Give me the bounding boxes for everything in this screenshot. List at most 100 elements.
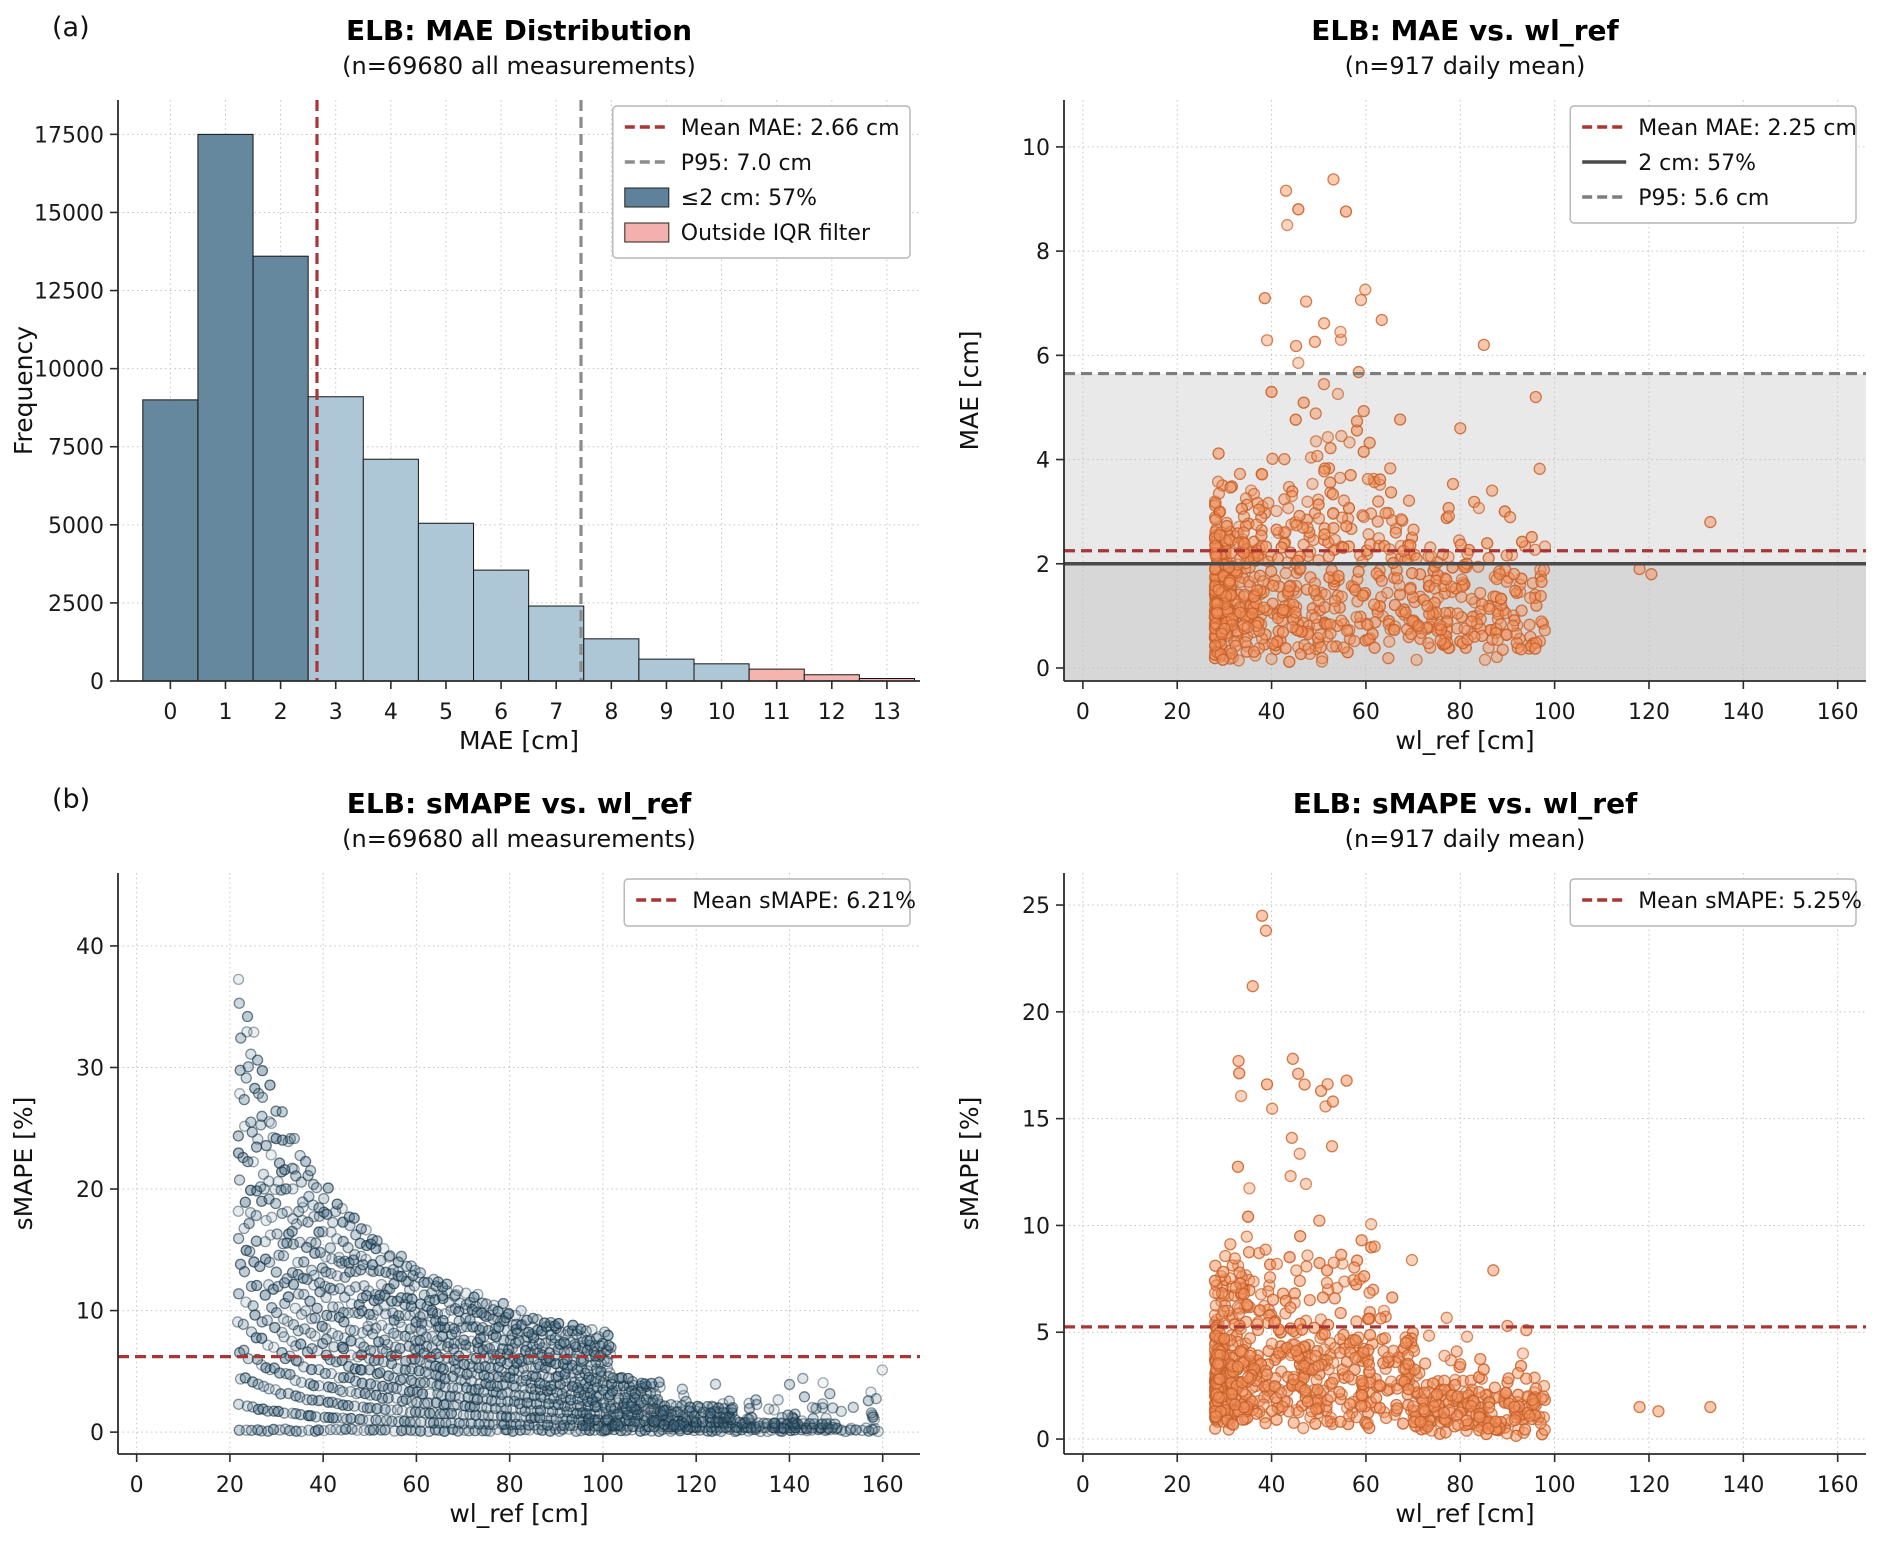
svg-text:(n=917 daily mean): (n=917 daily mean) [1345, 52, 1586, 80]
svg-text:10000: 10000 [34, 358, 104, 383]
svg-text:2: 2 [274, 700, 288, 725]
chart-mae-distribution: 0 1 2 3 4 5 6 7 8 9 10 11 12 130250050007500100001250… [9, 14, 920, 755]
chart-titles: ELB: MAE Distribution (n=69680 all measur… [9, 14, 696, 755]
svg-text:20: 20 [76, 1178, 104, 1203]
svg-text:40: 40 [1258, 700, 1286, 725]
svg-text:11: 11 [763, 700, 791, 725]
reference-lines [1064, 371, 1866, 566]
svg-text:30: 30 [76, 1056, 104, 1081]
svg-text:sMAPE [%]: sMAPE [%] [9, 1097, 38, 1231]
svg-text:140: 140 [1722, 1473, 1764, 1498]
svg-text:ELB: MAE Distribution: ELB: MAE Distribution [346, 14, 692, 47]
svg-text:Outside IQR filter: Outside IQR filter [681, 221, 871, 246]
svg-text:Mean MAE: 2.66 cm: Mean MAE: 2.66 cm [681, 116, 900, 141]
svg-text:20: 20 [1163, 1473, 1191, 1498]
svg-text:20: 20 [1163, 700, 1191, 725]
svg-text:0: 0 [130, 1473, 144, 1498]
scatter-points [231, 973, 888, 1438]
svg-text:5: 5 [439, 700, 453, 725]
svg-text:(n=69680 all measurements): (n=69680 all measurements) [342, 825, 696, 853]
svg-text:Frequency: Frequency [9, 326, 38, 455]
svg-text:6: 6 [494, 700, 508, 725]
svg-text:5000: 5000 [48, 514, 104, 539]
svg-text:MAE [cm]: MAE [cm] [459, 726, 579, 755]
svg-text:17500: 17500 [34, 123, 104, 148]
svg-text:0: 0 [90, 1421, 104, 1446]
svg-text:140: 140 [1722, 700, 1764, 725]
svg-text:Mean sMAPE: 5.25%: Mean sMAPE: 5.25% [1638, 889, 1862, 914]
svg-text:15: 15 [1022, 1108, 1050, 1133]
svg-text:6: 6 [1036, 344, 1050, 369]
svg-text:80: 80 [496, 1473, 524, 1498]
svg-text:P95: 7.0 cm: P95: 7.0 cm [681, 151, 812, 176]
legend: Mean MAE: 2.25 cm 2 cm: 57% P95: 5.6 cm [1569, 105, 1857, 224]
svg-text:ELB: sMAPE vs. wl_ref: ELB: sMAPE vs. wl_ref [347, 787, 692, 820]
svg-text:160: 160 [862, 1473, 904, 1498]
svg-text:wl_ref [cm]: wl_ref [cm] [1395, 1499, 1534, 1528]
legend: Mean MAE: 2.66 cm P95: 7.0 cm ≤2 cm: 57% Ou… [612, 105, 911, 259]
svg-text:160: 160 [1817, 1473, 1859, 1498]
svg-text:MAE [cm]: MAE [cm] [955, 330, 984, 450]
svg-text:2 cm: 57%: 2 cm: 57% [1638, 151, 1756, 176]
svg-text:Mean MAE: 2.25 cm: Mean MAE: 2.25 cm [1638, 116, 1857, 141]
svg-text:7: 7 [549, 700, 563, 725]
svg-text:8: 8 [1036, 240, 1050, 265]
svg-text:≤2 cm: 57%: ≤2 cm: 57% [681, 186, 817, 211]
svg-text:160: 160 [1817, 700, 1859, 725]
svg-text:2500: 2500 [48, 592, 104, 617]
svg-text:ELB: MAE vs. wl_ref: ELB: MAE vs. wl_ref [1311, 14, 1619, 47]
svg-text:sMAPE [%]: sMAPE [%] [955, 1097, 984, 1231]
svg-text:120: 120 [1628, 1473, 1670, 1498]
svg-text:100: 100 [1534, 700, 1576, 725]
svg-text:5: 5 [1036, 1321, 1050, 1346]
svg-text:40: 40 [1258, 1473, 1286, 1498]
svg-text:9: 9 [659, 700, 673, 725]
chart-titles: ELB: sMAPE vs. wl_ref (n=69680 all measur… [9, 787, 696, 1528]
svg-text:2: 2 [1036, 553, 1050, 578]
svg-text:ELB: sMAPE vs. wl_ref: ELB: sMAPE vs. wl_ref [1293, 787, 1638, 820]
axis: 0 20 40 60 80 100 120 140 160 0 10 20 30 40 [76, 873, 920, 1498]
svg-text:40: 40 [76, 935, 104, 960]
svg-text:4: 4 [384, 700, 398, 725]
svg-text:60: 60 [1352, 1473, 1380, 1498]
svg-text:4: 4 [1036, 449, 1050, 474]
svg-text:80: 80 [1446, 1473, 1474, 1498]
svg-text:10: 10 [1022, 1214, 1050, 1239]
svg-text:40: 40 [309, 1473, 337, 1498]
svg-text:13: 13 [873, 700, 901, 725]
scatter-points [1208, 909, 1717, 1442]
svg-text:Mean sMAPE: 6.21%: Mean sMAPE: 6.21% [692, 889, 916, 914]
svg-text:10: 10 [708, 700, 736, 725]
reference-lines [315, 100, 583, 681]
svg-text:1: 1 [218, 700, 232, 725]
svg-text:60: 60 [402, 1473, 430, 1498]
panel-label-b: (b) [52, 784, 91, 815]
svg-text:(n=917 daily mean): (n=917 daily mean) [1345, 825, 1586, 853]
chart-titles: ELB: sMAPE vs. wl_ref (n=917 daily mean) w… [955, 787, 1638, 1528]
svg-text:10: 10 [1022, 136, 1050, 161]
svg-text:0: 0 [1036, 657, 1050, 682]
svg-text:0: 0 [90, 670, 104, 695]
axis: 0 20 40 60 80 100 120 140 160 0 2 4 6 8 10 [1022, 100, 1866, 725]
panel-label-a: (a) [52, 12, 90, 43]
axis: 0 20 40 60 80 100 120 140 160 0 5 10 15 20 25 [1022, 873, 1866, 1498]
svg-text:7500: 7500 [48, 436, 104, 461]
svg-text:0: 0 [1076, 700, 1090, 725]
svg-text:0: 0 [1076, 1473, 1090, 1498]
svg-text:100: 100 [1534, 1473, 1576, 1498]
axis: 0 1 2 3 4 5 6 7 8 9 10 11 12 130250050007500100001250… [34, 100, 920, 725]
legend: Mean sMAPE: 6.21% [623, 878, 916, 927]
svg-text:12: 12 [818, 700, 846, 725]
svg-text:12500: 12500 [34, 280, 104, 305]
svg-text:0: 0 [163, 700, 177, 725]
svg-text:P95: 5.6 cm: P95: 5.6 cm [1638, 186, 1769, 211]
svg-text:20: 20 [1022, 1001, 1050, 1026]
svg-text:25: 25 [1022, 894, 1050, 919]
svg-text:3: 3 [329, 700, 343, 725]
svg-text:80: 80 [1446, 700, 1474, 725]
svg-text:(n=69680 all measurements): (n=69680 all measurements) [342, 52, 696, 80]
